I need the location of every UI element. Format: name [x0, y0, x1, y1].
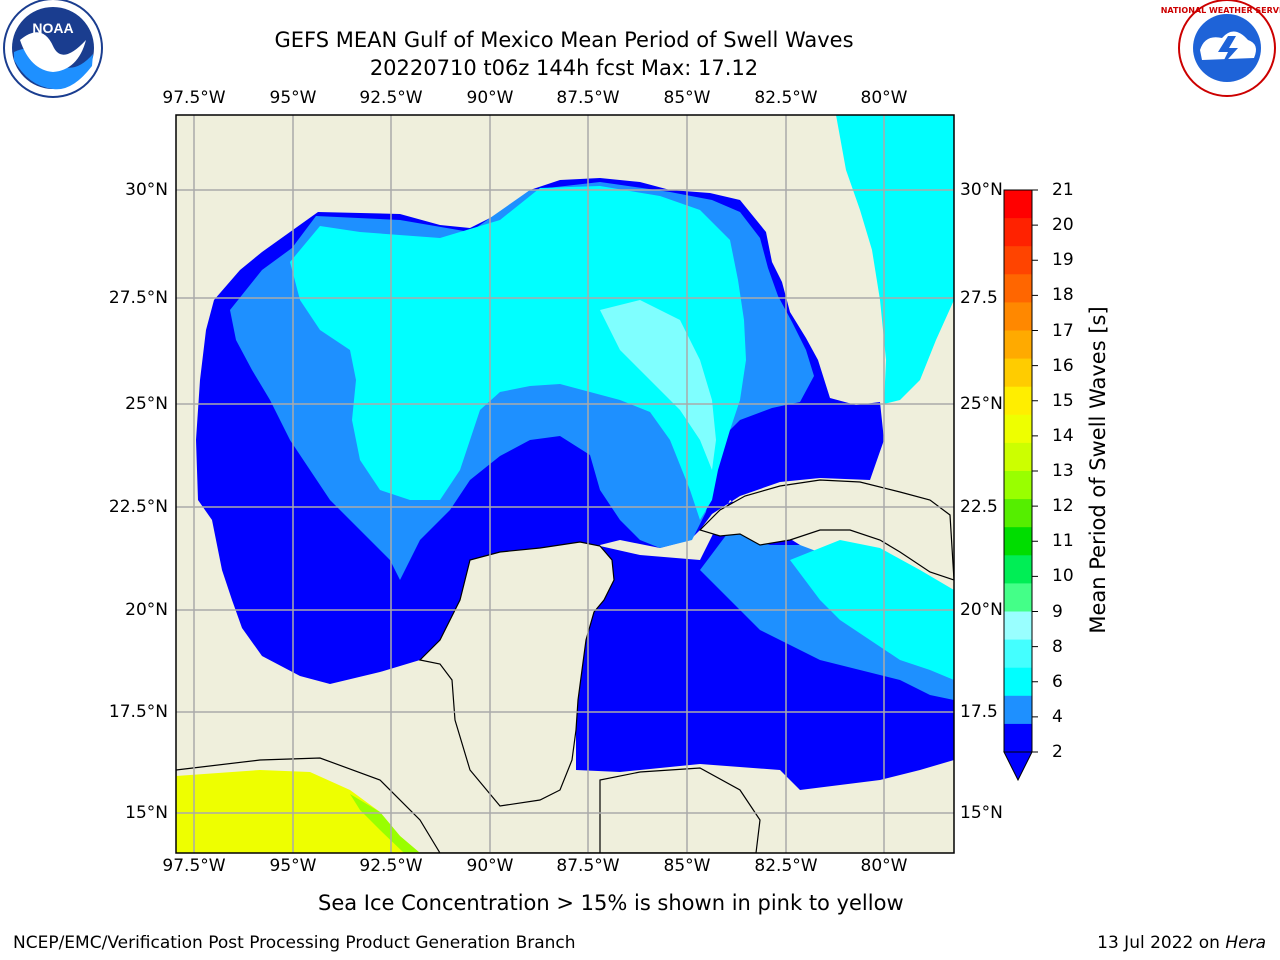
colorbar-tick-label: 10 [1052, 566, 1074, 587]
lon-tick-bottom: 87.5°W [556, 856, 620, 876]
lon-tick-bottom: 92.5°W [359, 856, 423, 876]
colorbar-extend-arrow [1003, 751, 1033, 782]
colorbar-swatch [1004, 695, 1032, 725]
colorbar-tick-label: 6 [1052, 671, 1063, 692]
colorbar-title: Mean Period of Swell Waves [s] [1086, 306, 1110, 634]
sea-ice-note: Sea Ice Concentration > 15% is shown in … [318, 891, 904, 915]
colorbar-swatch [1004, 442, 1032, 472]
lon-tick-bottom: 82.5°W [754, 856, 818, 876]
swell-field-6-8s [290, 186, 746, 520]
lon-tick-top: 80°W [860, 88, 908, 108]
colorbar-swatch [1004, 555, 1032, 584]
lon-tick-top: 87.5°W [556, 88, 620, 108]
colorbar-tick-label: 20 [1052, 215, 1074, 236]
colorbar-swatch [1004, 218, 1032, 247]
svg-text:NOAA: NOAA [32, 20, 73, 36]
lon-tick-bottom: 90°W [466, 856, 514, 876]
lon-tick-top: 92.5°W [359, 88, 423, 108]
colorbar-swatch [1004, 330, 1032, 360]
colorbar-swatch [1004, 667, 1032, 697]
land-yucatan [418, 541, 615, 807]
colorbar-swatch [1004, 471, 1032, 500]
pacific-swell-field-green [350, 794, 420, 853]
lat-tick-left: 27.5°N [108, 288, 168, 308]
lat-tick-right: 25°N [960, 394, 1003, 414]
noaa-logo: NOAA [3, 0, 103, 98]
colorbar-swatch [1004, 611, 1032, 641]
map [175, 114, 955, 854]
pacific-swell-field [176, 770, 420, 853]
colorbar-swatch [1004, 414, 1032, 444]
lat-tick-right: 15°N [960, 803, 1003, 823]
colorbar-tick-label: 2 [1052, 742, 1063, 762]
colorbar-swatch [1004, 527, 1032, 556]
footer-date-text: 13 Jul 2022 on [1097, 933, 1226, 953]
lat-tick-right: 30°N [960, 180, 1003, 200]
footer-host: Hera [1225, 933, 1266, 953]
lat-tick-right: 20°N [960, 600, 1003, 620]
national-weather-service-logo: NATIONAL WEATHER SERVICE [1161, 0, 1280, 97]
colorbar-tick-label: 11 [1052, 531, 1074, 552]
lon-tick-top: 95°W [269, 88, 317, 108]
colorbar [1003, 189, 1038, 782]
colorbar-tick-label: 14 [1052, 425, 1074, 446]
colorbar-swatch [1004, 274, 1032, 303]
footer-credit: NCEP/EMC/Verification Post Processing Pr… [13, 933, 576, 953]
colorbar-swatch [1004, 639, 1032, 669]
colorbar-swatch [1004, 386, 1032, 416]
colorbar-swatch [1004, 723, 1032, 753]
colorbar-swatch [1004, 190, 1032, 219]
colorbar-swatch [1004, 358, 1032, 388]
lon-tick-top: 97.5°W [162, 88, 226, 108]
lon-tick-bottom: 80°W [860, 856, 908, 876]
lat-tick-left: 22.5°N [108, 497, 168, 517]
lon-tick-bottom: 97.5°W [162, 856, 226, 876]
lat-tick-left: 17.5°N [108, 702, 168, 722]
svg-text:NATIONAL WEATHER SERVICE: NATIONAL WEATHER SERVICE [1161, 6, 1280, 15]
footer-date: 13 Jul 2022 on Hera [1097, 933, 1266, 953]
colorbar-tick-label: 12 [1052, 496, 1074, 517]
lat-tick-left: 30°N [125, 180, 168, 200]
colorbar-swatch [1004, 499, 1032, 528]
lat-tick-left: 20°N [125, 600, 168, 620]
chart-title: GEFS MEAN Gulf of Mexico Mean Period of … [274, 28, 854, 52]
lat-tick-right: 27.5 [960, 288, 998, 308]
colorbar-tick-label: 17 [1052, 320, 1074, 341]
lat-tick-left: 25°N [125, 394, 168, 414]
lat-tick-right: 22.5 [960, 497, 998, 517]
chart-subtitle: 20220710 t06z 144h fcst Max: 17.12 [369, 56, 759, 80]
graticule [176, 115, 954, 853]
colorbar-tick-label: 19 [1052, 250, 1074, 271]
colorbar-tick-label: 4 [1052, 706, 1063, 727]
lon-tick-top: 82.5°W [754, 88, 818, 108]
colorbar-tick-label: 21 [1052, 180, 1074, 200]
colorbar-tick-label: 8 [1052, 636, 1063, 657]
lon-tick-top: 90°W [466, 88, 514, 108]
colorbar-swatch [1004, 583, 1032, 612]
map-frame [175, 114, 955, 854]
colorbar-tick-label: 9 [1052, 601, 1063, 622]
colorbar-tick-label: 15 [1052, 390, 1074, 411]
colorbar-swatch [1004, 246, 1032, 275]
swell-field-6-8s-atlantic [836, 115, 954, 404]
colorbar-tick-label: 13 [1052, 461, 1074, 481]
swell-field-4-6s-caribbean [700, 530, 954, 700]
colorbar-tick-label: 18 [1052, 285, 1074, 306]
lat-tick-right: 17.5 [960, 702, 998, 722]
lon-tick-bottom: 95°W [269, 856, 317, 876]
lon-tick-top: 85°W [663, 88, 711, 108]
colorbar-swatch [1004, 302, 1032, 331]
colorbar-tick-label: 16 [1052, 355, 1074, 376]
lat-tick-left: 15°N [125, 803, 168, 823]
lon-tick-bottom: 85°W [663, 856, 711, 876]
